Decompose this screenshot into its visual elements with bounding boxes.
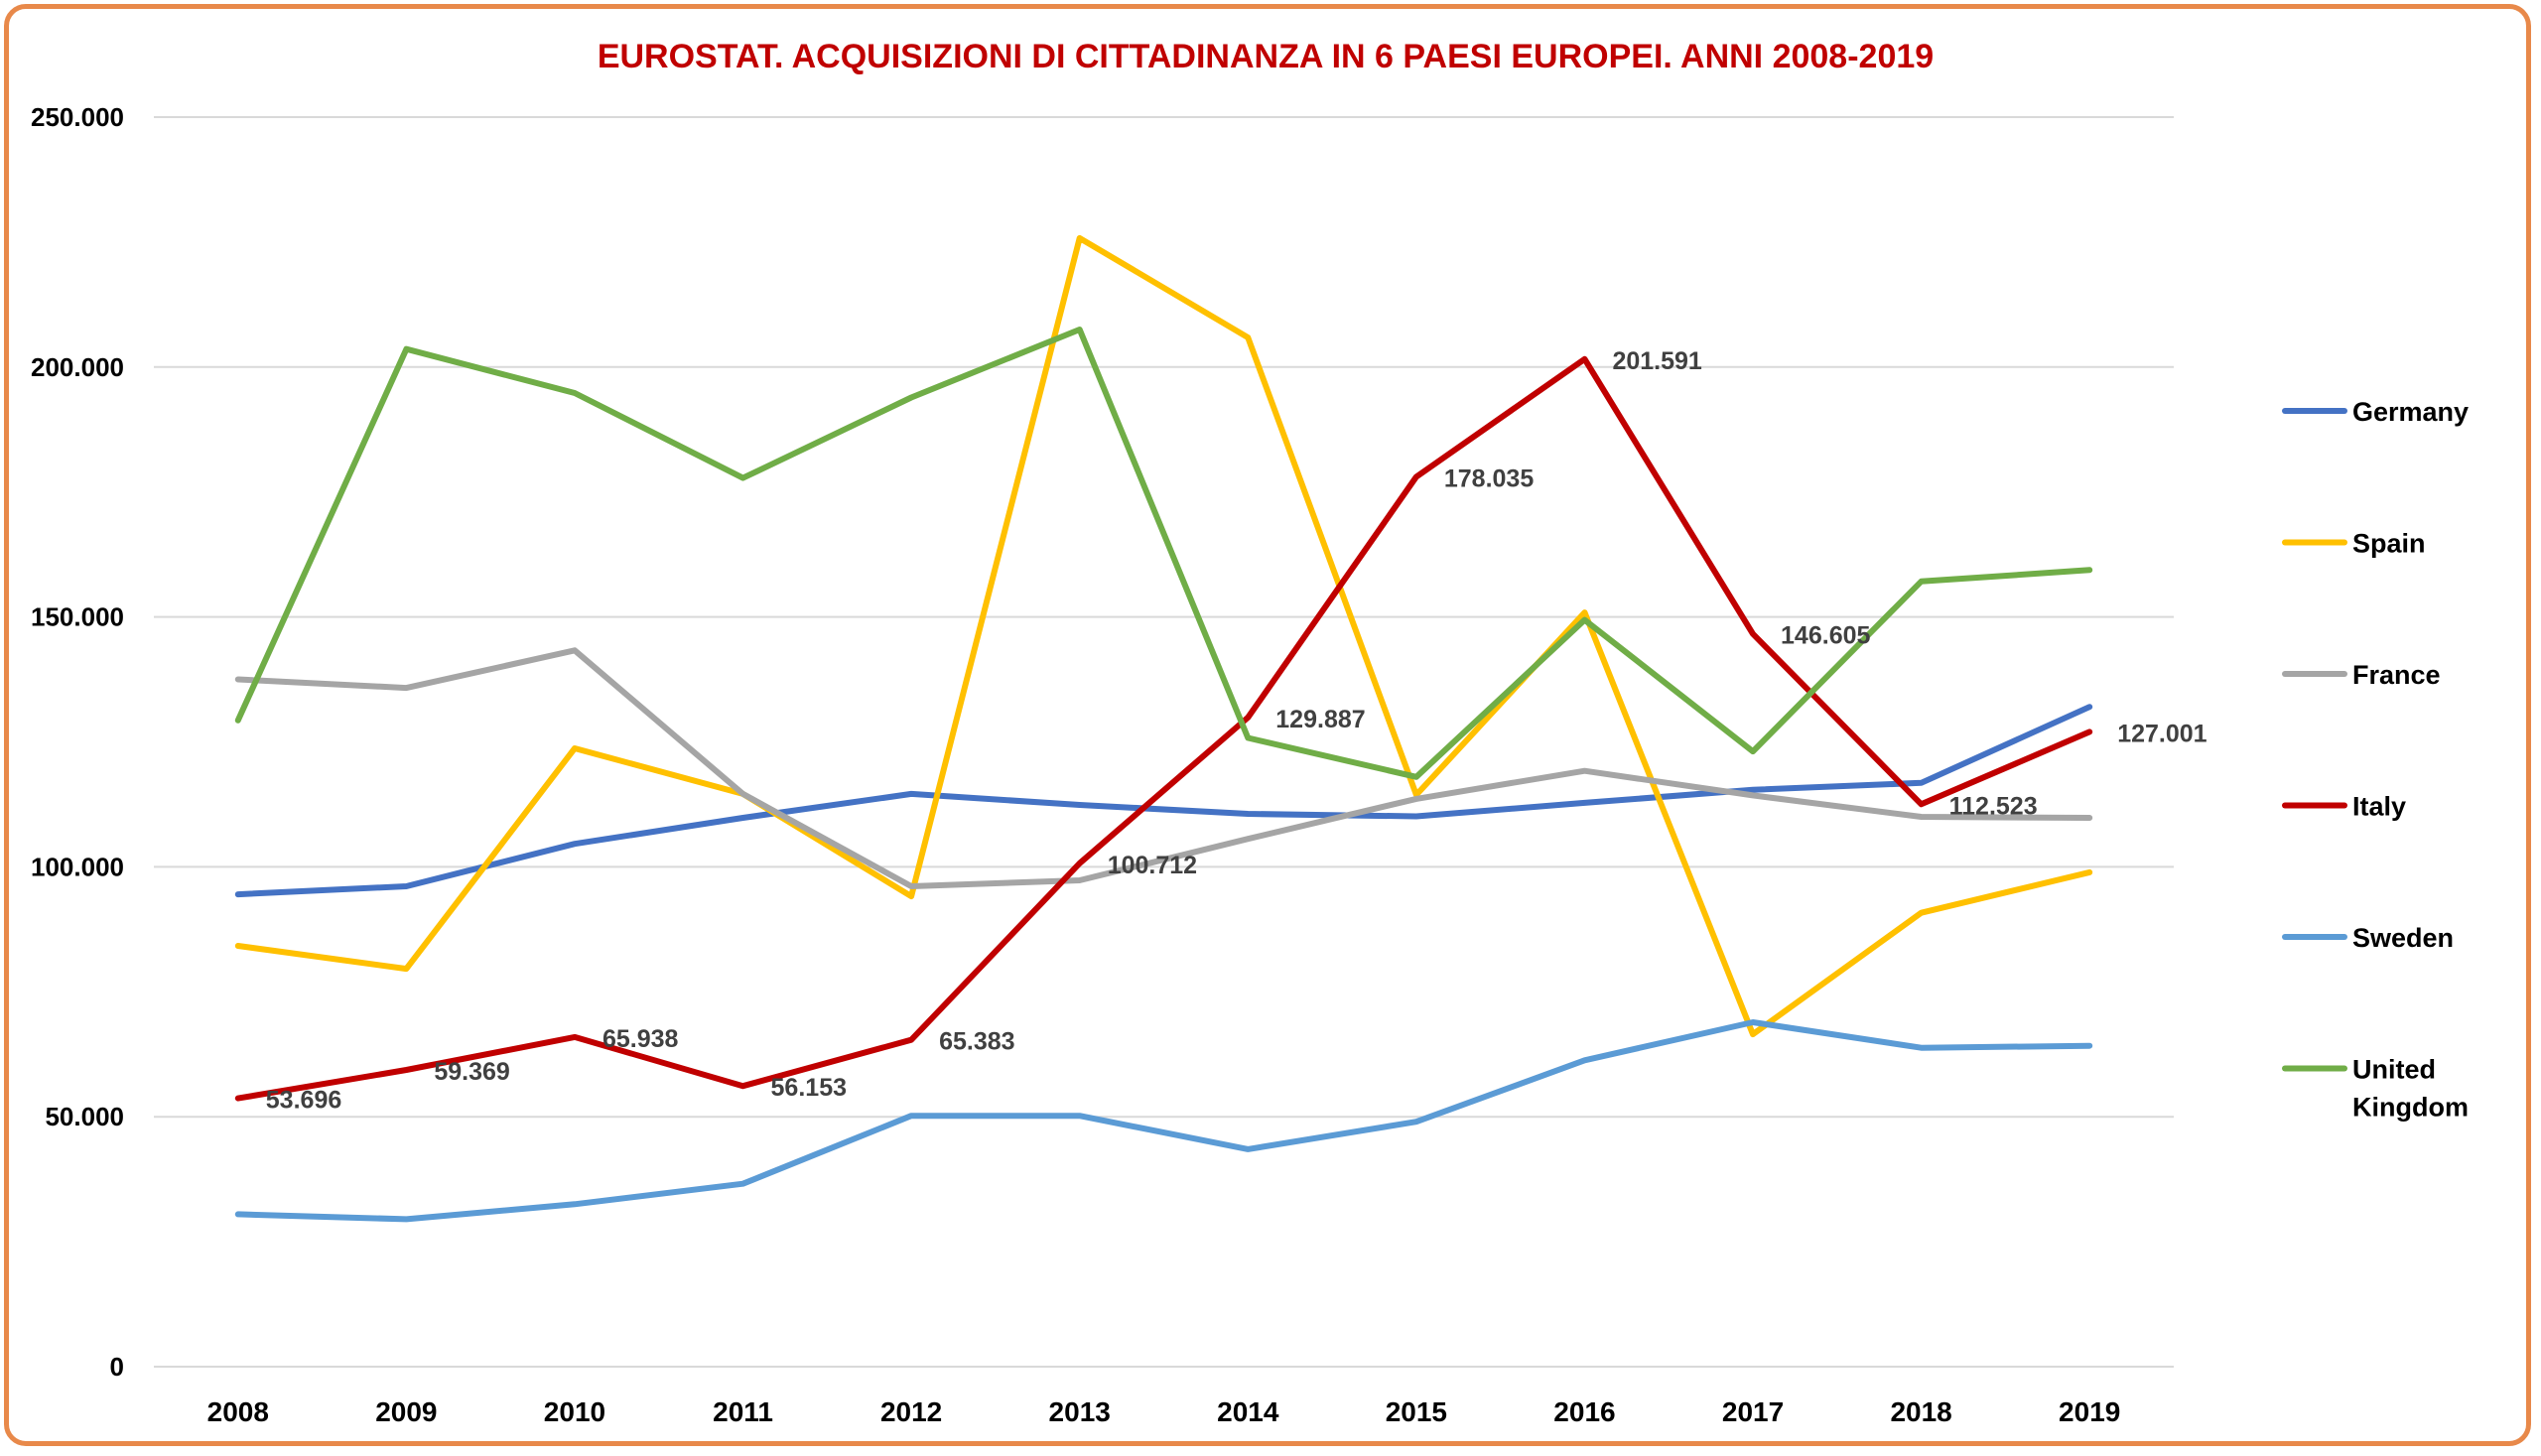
data-label-italy: 178.035 [1444,464,1534,492]
series-line-spain [234,234,2093,1038]
x-tick-label: 2012 [880,1396,942,1427]
y-axis-ticks: 0 50.000 100.000 150.000 200.000 250.000 [31,102,124,1382]
x-tick-label: 2014 [1217,1396,1279,1427]
x-tick-label: 2008 [207,1396,269,1427]
chart-frame [4,4,2531,1446]
legend-label-sweden: Sweden [2352,923,2454,953]
data-label-italy: 127.001 [2117,720,2207,747]
data-label-italy: 65.383 [939,1028,1014,1056]
x-tick-label: 2019 [2059,1396,2120,1427]
legend-label-united-kingdom: United Kingdom [2352,1055,2469,1123]
legend-label-italy: Italy [2352,792,2406,822]
x-tick-label: 2013 [1049,1396,1111,1427]
data-label-italy: 53.696 [266,1087,341,1115]
series-line-france [234,647,2093,889]
series-line-germany [234,704,2093,898]
x-tick-label: 2015 [1386,1396,1447,1427]
data-label-italy: 59.369 [434,1058,509,1086]
series-line-italy [234,355,2093,1102]
x-tick-label: 2010 [544,1396,605,1427]
data-label-italy: 56.153 [771,1074,847,1102]
x-axis-ticks: 2008 2009 2010 2011 2012 2013 2014 2015 2016 2017… [207,1396,2121,1427]
data-label-italy: 100.712 [1108,852,1197,879]
series-line-sweden [234,1019,2093,1223]
data-label-italy: 65.938 [602,1025,679,1053]
data-label-italy: 129.887 [1275,706,1365,733]
legend-label-spain: Spain [2352,529,2426,559]
x-tick-label: 2018 [1890,1396,1951,1427]
data-label-italy: 112.523 [1949,792,2038,820]
data-label-italy: 146.605 [1781,622,1870,650]
y-tick-label: 200.000 [31,352,124,382]
data-labels: 53.696 59.369 65.938 56.153 65.383 100.712 129… [266,347,2207,1115]
legend-label-germany: Germany [2352,397,2469,427]
legend: Germany Spain France Italy Sweden United Kingd… [2282,397,2469,1123]
chart-title: EUROSTAT. ACQUISIZIONI DI CITTADINANZA I… [598,38,1934,75]
data-label-italy: 201.591 [1612,347,1701,375]
x-tick-label: 2009 [375,1396,437,1427]
y-tick-label: 50.000 [45,1102,124,1131]
y-tick-label: 0 [110,1352,124,1382]
series-line-united-kingdom [234,327,2093,780]
x-tick-label: 2011 [713,1396,773,1427]
series-lines [234,234,2093,1223]
legend-label-france: France [2352,660,2441,690]
y-tick-label: 100.000 [31,852,124,881]
x-tick-label: 2017 [1722,1396,1784,1427]
y-tick-label: 150.000 [31,602,124,632]
y-tick-label: 250.000 [31,102,124,132]
x-tick-label: 2016 [1553,1396,1615,1427]
gridlines [154,116,2174,1368]
